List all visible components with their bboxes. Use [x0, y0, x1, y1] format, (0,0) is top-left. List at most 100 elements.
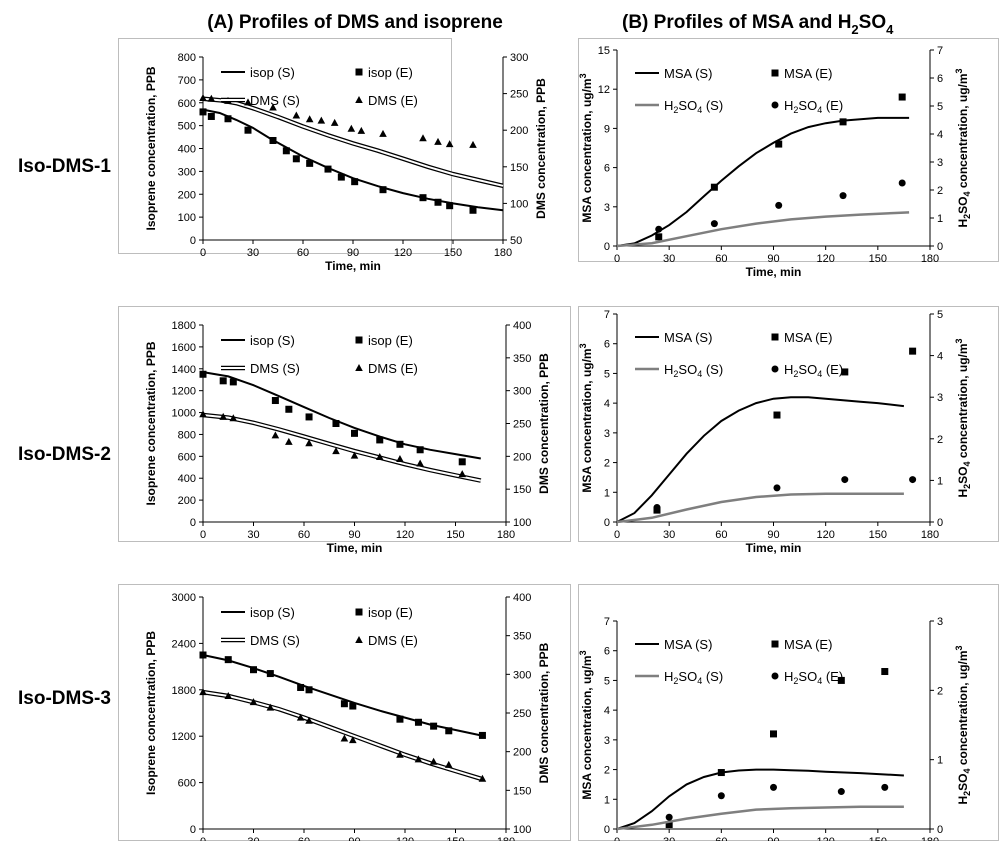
y-tick-label: 800: [178, 429, 196, 441]
x-tick-label: 180: [921, 836, 939, 841]
legend-label: isop (E): [368, 333, 413, 348]
series-h2so4-e-: [655, 179, 906, 233]
data-point: [898, 93, 906, 101]
panel-b-title-sub2: 4: [886, 22, 894, 37]
x-tick-label: 0: [200, 836, 206, 841]
series-msa-s-: [616, 396, 905, 523]
x-axis-label: Time, min: [746, 265, 802, 279]
y-tick-label: 500: [178, 121, 196, 133]
series-msa-e-: [665, 668, 889, 829]
y-tick-label: 12: [598, 84, 610, 96]
data-point: [271, 431, 280, 439]
data-point: [305, 413, 313, 421]
legend-label: isop (E): [368, 65, 413, 80]
y-tick-label: 6: [604, 339, 610, 351]
y-tick-label: 2: [604, 765, 610, 777]
y2-tick-label: 5: [937, 101, 943, 113]
y-tick-label: 6: [604, 646, 610, 658]
x-tick-label: 60: [298, 529, 310, 541]
y-tick-label: 7: [604, 616, 610, 628]
y-tick-label: 100: [178, 212, 196, 224]
x-tick-label: 180: [494, 247, 512, 259]
data-point: [775, 201, 783, 209]
y2-tick-label: 150: [513, 785, 531, 797]
chart-panel-3: 0 30 60 90 120 150 180020040060080010001200140…: [118, 306, 571, 555]
data-point: [199, 108, 207, 116]
data-point: [350, 451, 359, 459]
data-point: [773, 484, 781, 492]
y2-tick-label: 100: [513, 824, 531, 836]
data-point: [207, 94, 216, 102]
legend: isop (S) isop (E) DMS (S) DMS (E): [221, 65, 418, 108]
series-h2so4-e-: [665, 783, 889, 821]
data-point: [375, 452, 384, 460]
series-isop-e-: [199, 370, 466, 466]
data-point: [909, 347, 917, 355]
chart-panel-6: 0306090120150180012345670123Time, minMSA…: [578, 584, 999, 841]
data-point: [655, 233, 663, 241]
y2-tick-label: 200: [513, 747, 531, 759]
legend-marker: [771, 365, 779, 373]
y-tick-label: 1200: [172, 731, 196, 743]
y2-tick-label: 200: [513, 451, 531, 463]
y2-tick-label: 300: [513, 386, 531, 398]
x-tick-label: 180: [921, 253, 939, 265]
x-tick-label: 150: [869, 253, 887, 265]
y2-tick-label: 4: [937, 129, 943, 141]
legend-marker: [355, 96, 363, 103]
data-point: [199, 370, 207, 378]
data-point: [199, 651, 207, 659]
y2-tick-label: 2: [937, 434, 943, 446]
legend-label: DMS (E): [368, 361, 418, 376]
data-point: [478, 774, 487, 782]
x-tick-label: 30: [247, 247, 259, 259]
series-dms-e-: [199, 93, 477, 148]
data-point: [837, 788, 845, 796]
panel-b-title-main: (B) Profiles of MSA and H: [622, 12, 851, 33]
data-point: [349, 736, 357, 744]
legend-label: isop (S): [250, 605, 295, 620]
y2-tick-label: 1: [937, 475, 943, 487]
legend: MSA (S) MSA (E) H2SO4 (S) H2SO4 (E): [635, 66, 843, 115]
data-point: [199, 410, 207, 418]
panel-a-title: (A) Profiles of DMS and isoprene: [207, 12, 503, 33]
series-msa-s-: [616, 116, 910, 247]
y2-tick-label: 250: [513, 708, 531, 720]
legend-label: DMS (S): [250, 633, 300, 648]
y2-axis-label: DMS concentration, PPB: [537, 353, 551, 494]
legend: isop (S) isop (E) DMS (S) DMS (E): [221, 333, 418, 376]
data-point: [841, 476, 849, 484]
y2-tick-label: 3: [937, 616, 943, 628]
data-point: [199, 93, 207, 101]
x-tick-label: 120: [816, 253, 834, 265]
legend-label: H2SO4 (S): [664, 362, 723, 379]
series-h2so4-s-: [616, 211, 910, 248]
y-tick-label: 0: [190, 235, 196, 247]
y-tick-label: 6: [604, 163, 610, 175]
data-point: [266, 670, 274, 678]
y2-tick-label: 0: [937, 241, 943, 253]
x-tick-label: 30: [663, 529, 675, 541]
panel-b-title: (B) Profiles of MSA and H2SO4: [622, 12, 894, 37]
y-tick-label: 1: [604, 794, 610, 806]
y-axis-label: Isoprene concentration, PPB: [144, 341, 158, 505]
series-dms-e-: [199, 688, 487, 782]
x-tick-label: 150: [869, 529, 887, 541]
x-tick-label: 60: [715, 253, 727, 265]
data-point: [340, 734, 349, 742]
series-line: [616, 211, 910, 248]
data-point: [224, 691, 233, 699]
y2-tick-label: 300: [510, 52, 528, 64]
x-tick-label: 0: [614, 836, 620, 841]
legend: isop (S) isop (E) DMS (S) DMS (E): [221, 605, 418, 648]
data-point: [305, 115, 314, 123]
x-axis-label: Time, min: [325, 259, 381, 273]
y2-axis-label: H2SO4 concentration, ug/m3: [954, 338, 972, 497]
y-tick-label: 300: [178, 166, 196, 178]
y-tick-label: 3000: [172, 592, 196, 604]
y2-axis-label: H2SO4 concentration, ug/m3: [954, 68, 972, 227]
data-point: [357, 126, 366, 134]
